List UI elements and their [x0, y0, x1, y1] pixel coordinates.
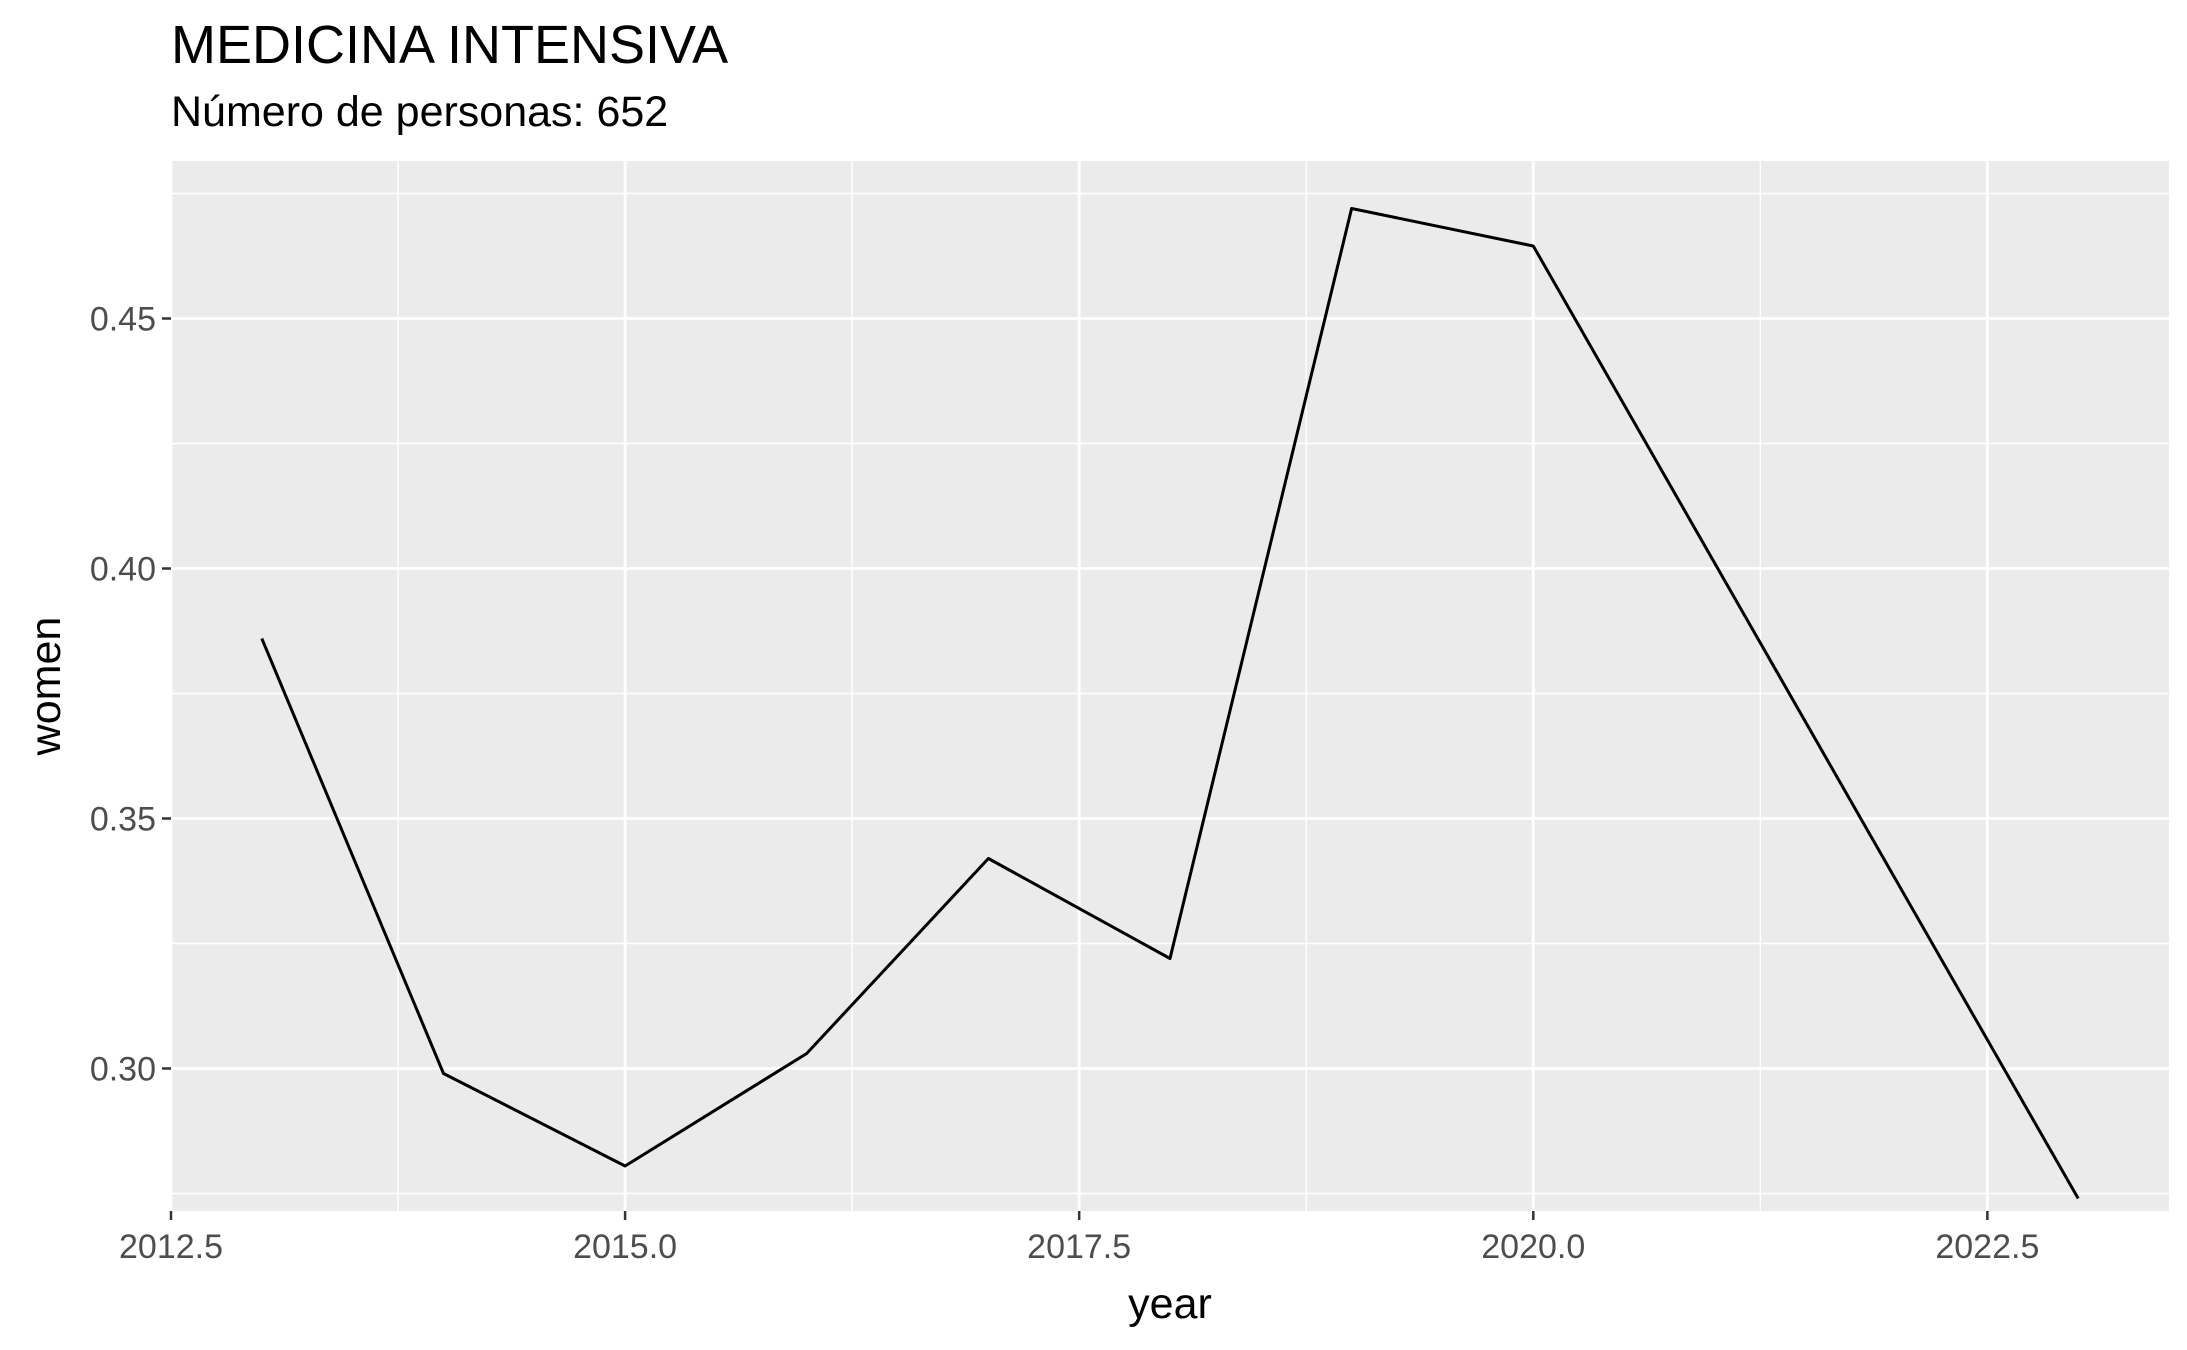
series-line — [260, 207, 2080, 1200]
y-tick-label: 0.35 — [90, 801, 156, 839]
major-gridlines — [169, 161, 2169, 1211]
chart-subtitle: Número de personas: 652 — [171, 88, 669, 136]
plot-panel — [171, 161, 2169, 1211]
x-tick-label: 2020.0 — [1481, 1228, 1585, 1266]
minor-gridlines — [171, 161, 2169, 1211]
y-tick-label: 0.40 — [90, 551, 156, 589]
y-axis-title: women — [22, 617, 70, 757]
y-axis: 0.30 0.35 0.40 0.45 — [90, 301, 171, 1089]
x-axis: 2012.5 2015.0 2017.5 2020.0 2022.5 — [119, 1211, 2039, 1266]
chart-title: MEDICINA INTENSIVA — [171, 15, 729, 75]
y-tick-label: 0.30 — [90, 1051, 156, 1089]
y-tick-label: 0.45 — [90, 301, 156, 339]
x-tick-label: 2017.5 — [1027, 1228, 1131, 1266]
x-tick-label: 2022.5 — [1935, 1228, 2039, 1266]
x-tick-label: 2015.0 — [573, 1228, 677, 1266]
x-tick-label: 2012.5 — [119, 1228, 223, 1266]
x-axis-title: year — [1128, 1280, 1212, 1328]
series-layer — [260, 207, 2080, 1200]
